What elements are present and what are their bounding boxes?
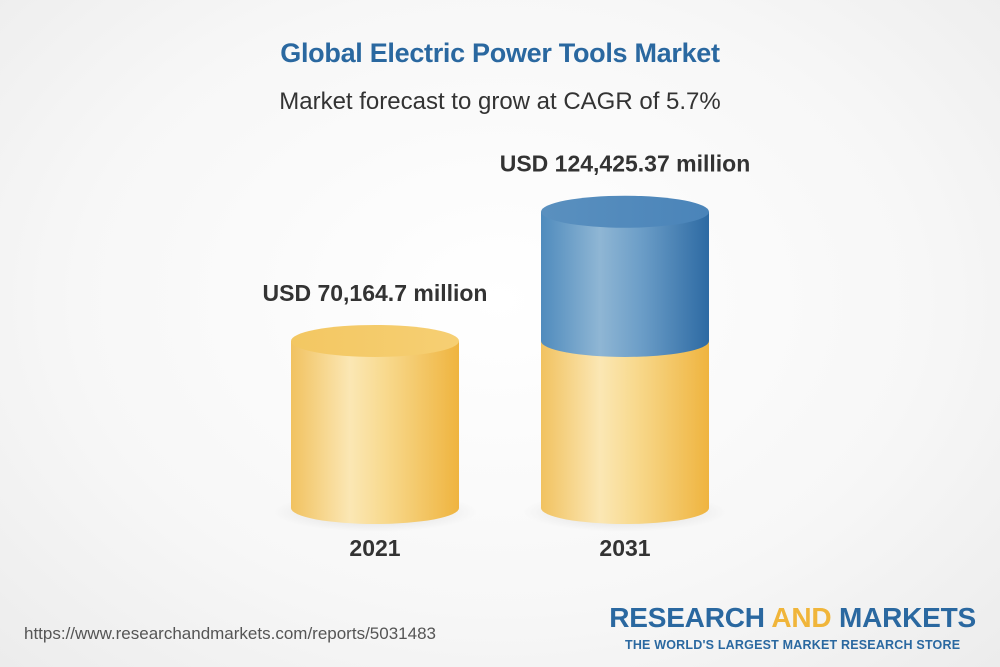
cylinder-body xyxy=(291,340,459,524)
cylinder-2021 xyxy=(273,324,477,532)
brand-tagline: THE WORLD'S LARGEST MARKET RESEARCH STOR… xyxy=(624,638,961,652)
brand-part1: RESEARCH xyxy=(609,602,772,633)
cylinder-base-segment xyxy=(541,340,709,524)
cylinder-top xyxy=(291,324,459,357)
data-label-2031: USD 124,425.37 million xyxy=(500,151,751,177)
category-label-2021: 2021 xyxy=(349,535,400,561)
chart-subtitle: Market forecast to grow at CAGR of 5.7% xyxy=(279,88,721,115)
cylinder-growth-segment xyxy=(541,211,709,357)
source-url[interactable]: https://www.researchandmarkets.com/repor… xyxy=(24,624,436,643)
brand-logo: RESEARCH AND MARKETS THE WORLD'S LARGEST… xyxy=(609,604,976,653)
brand-name: RESEARCH AND MARKETS xyxy=(609,604,976,632)
chart-title: Global Electric Power Tools Market xyxy=(280,38,720,68)
brand-part2: AND xyxy=(771,602,832,633)
data-label-2021: USD 70,164.7 million xyxy=(263,280,488,306)
cylinder-2031 xyxy=(523,195,727,532)
brand-part3: MARKETS xyxy=(831,602,976,633)
cylinder-top xyxy=(541,195,709,228)
category-label-2031: 2031 xyxy=(599,535,650,561)
